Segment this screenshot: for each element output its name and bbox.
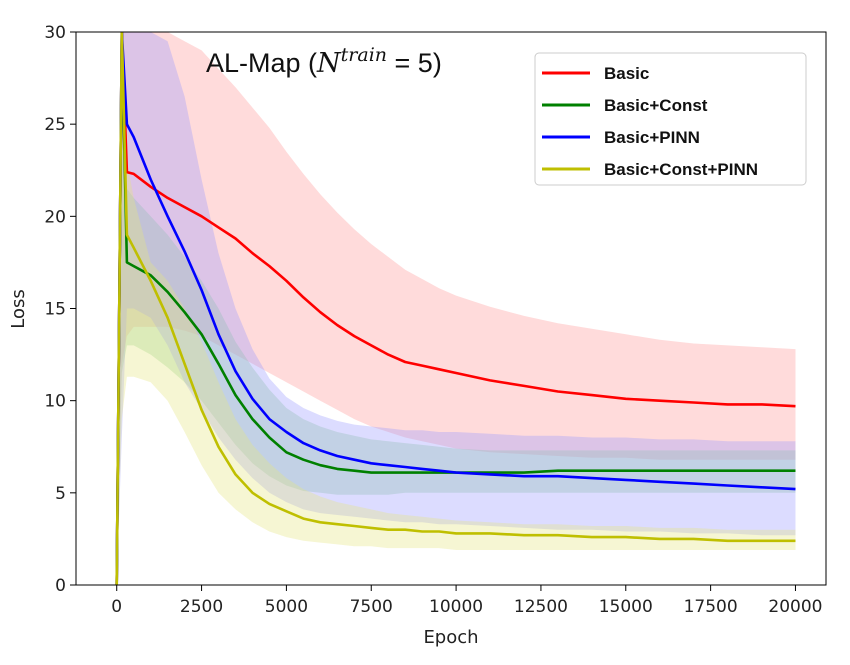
line-series-1 xyxy=(115,32,796,585)
x-tick-label: 0 xyxy=(111,597,122,617)
y-tick-label: 5 xyxy=(55,484,66,504)
legend: Basic Basic+Const Basic+PINN Basic+Const+PI… xyxy=(534,52,807,186)
x-tick-label: 2500 xyxy=(180,597,223,617)
legend-box xyxy=(534,52,807,186)
legend-label-1: Basic xyxy=(604,64,649,83)
band-series-1 xyxy=(116,32,796,585)
x-axis-ticks: 0 2500 5000 7500 10000 12500 15000 17500 20000 xyxy=(111,585,823,617)
band-series-3 xyxy=(116,32,796,585)
chart-title: AL-Map (Ntrain = 5) xyxy=(206,44,442,79)
x-tick-label: 15000 xyxy=(599,597,653,617)
y-tick-label: 30 xyxy=(44,23,66,43)
y-tick-label: 25 xyxy=(44,115,66,135)
y-tick-label: 20 xyxy=(44,207,66,227)
line-series-2 xyxy=(115,32,796,585)
y-axis-label: Loss xyxy=(8,289,29,328)
legend-label-4: Basic+Const+PINN xyxy=(604,160,758,179)
y-tick-label: 0 xyxy=(55,576,66,596)
legend-label-3: Basic+PINN xyxy=(604,128,700,147)
line-series-3 xyxy=(115,32,796,585)
chart-title-math-base: N xyxy=(316,48,342,79)
x-tick-label: 12500 xyxy=(514,597,568,617)
y-tick-label: 15 xyxy=(44,300,66,320)
series-lines xyxy=(115,32,796,585)
chart-title-math-sup: train xyxy=(341,44,387,66)
y-tick-label: 10 xyxy=(44,392,66,412)
chart-title-prefix: AL-Map ( xyxy=(206,48,317,78)
legend-label-2: Basic+Const xyxy=(604,96,708,115)
chart-title-math-rest: = 5) xyxy=(387,48,442,78)
band-series-2 xyxy=(116,32,796,585)
x-tick-label: 20000 xyxy=(768,597,822,617)
band-series-4 xyxy=(116,32,796,585)
svg-text:AL-Map (Ntrain = 5): AL-Map (Ntrain = 5) xyxy=(206,44,442,79)
x-tick-label: 10000 xyxy=(429,597,483,617)
line-series-4 xyxy=(115,32,796,585)
x-axis-label: Epoch xyxy=(423,627,478,648)
x-tick-label: 7500 xyxy=(350,597,393,617)
variance-bands xyxy=(116,32,796,585)
y-axis-ticks: 0 5 10 15 20 25 30 xyxy=(44,23,76,596)
x-tick-label: 5000 xyxy=(265,597,308,617)
x-tick-label: 17500 xyxy=(684,597,738,617)
